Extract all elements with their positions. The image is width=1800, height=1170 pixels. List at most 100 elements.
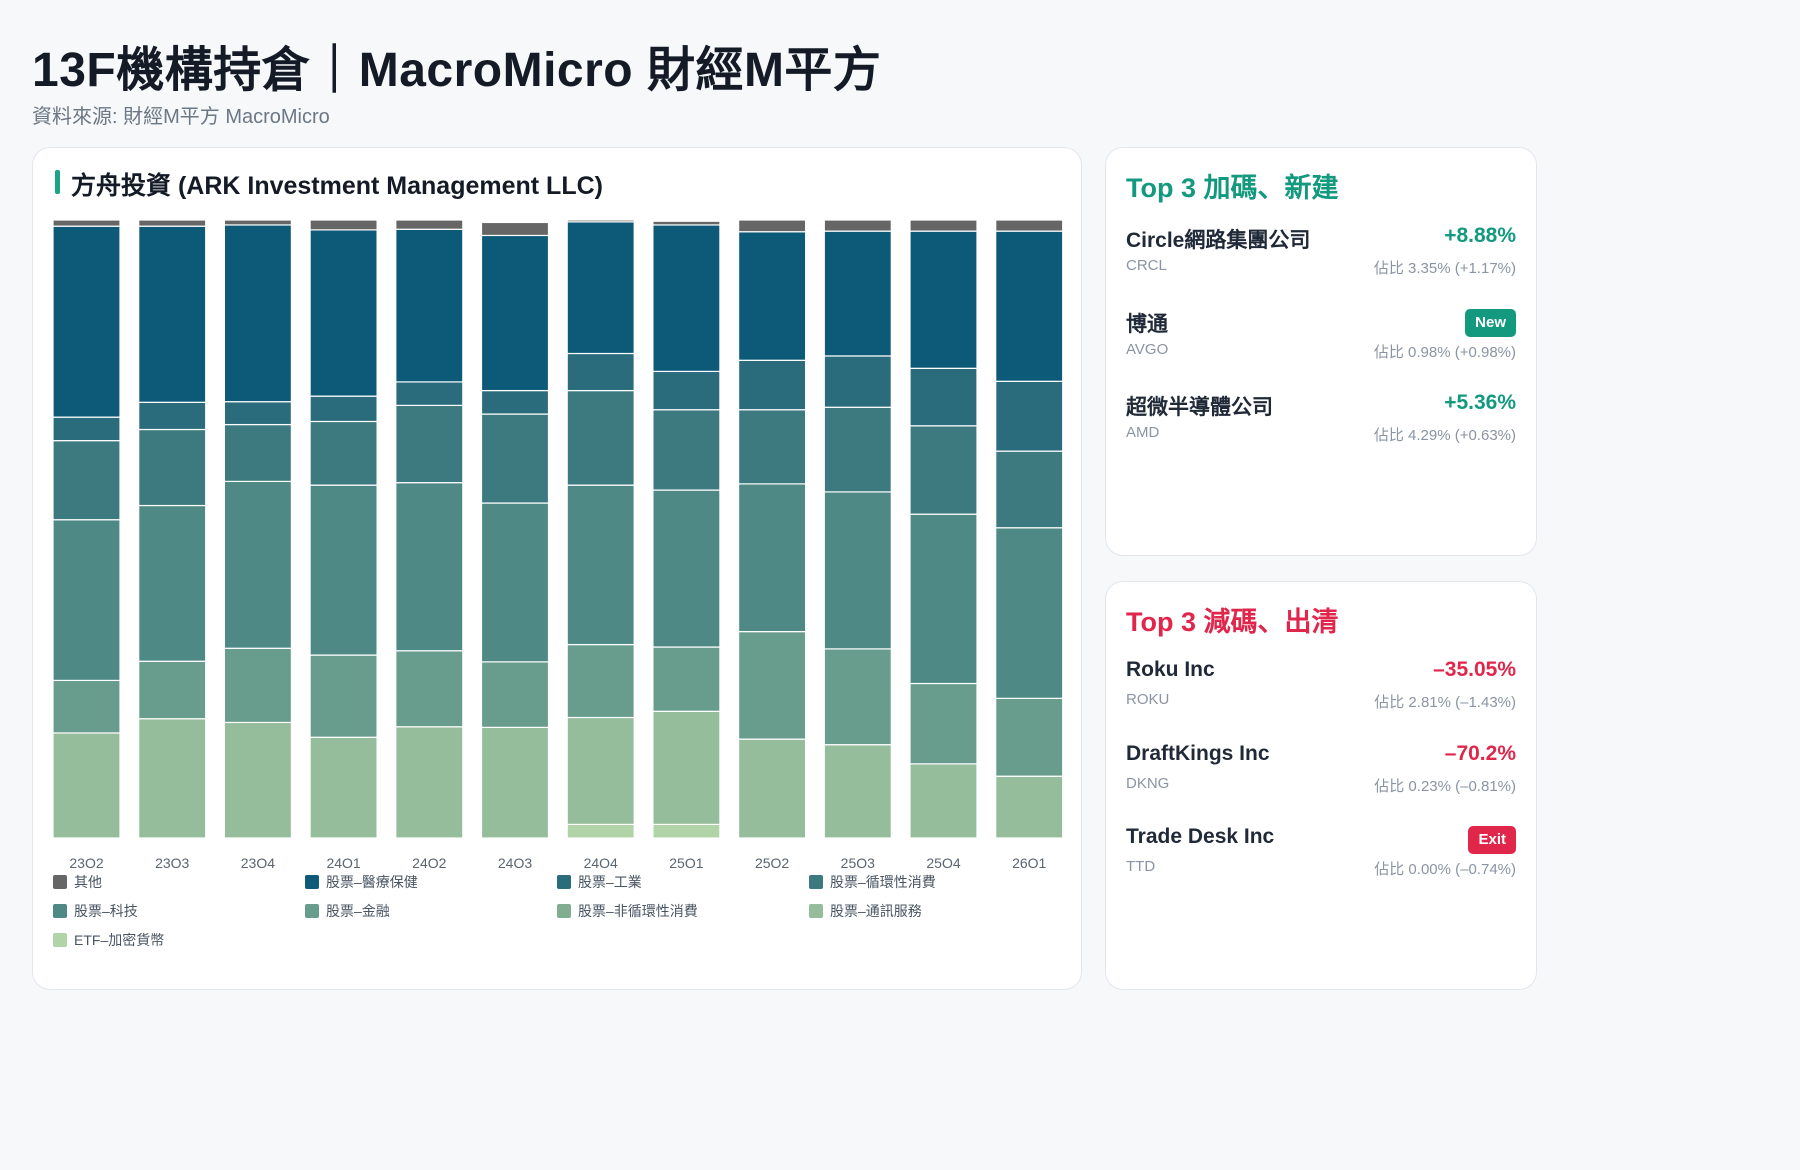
mover-row[interactable]: Roku Inc ROKU –35.05% 佔比 2.81% (–1.43%) bbox=[1126, 658, 1516, 742]
bar-segment[interactable] bbox=[395, 726, 464, 839]
bar-segment[interactable] bbox=[223, 219, 292, 226]
bar-segment[interactable] bbox=[138, 718, 207, 839]
bar-segment[interactable] bbox=[995, 450, 1064, 529]
bar-segment[interactable] bbox=[566, 389, 635, 486]
bar-segment[interactable] bbox=[223, 721, 292, 839]
bar-segment[interactable] bbox=[480, 389, 550, 415]
bar-segment[interactable] bbox=[52, 225, 121, 418]
bar-segment[interactable] bbox=[52, 219, 121, 227]
bar-segment[interactable] bbox=[309, 229, 378, 397]
mover-row[interactable]: 超微半導體公司 AMD +5.36% 佔比 4.29% (+0.63%) bbox=[1126, 391, 1516, 475]
bar-segment[interactable] bbox=[995, 697, 1064, 777]
bar-segment[interactable] bbox=[138, 225, 207, 403]
legend-item[interactable]: 股票–工業 bbox=[557, 873, 809, 891]
bar-segment[interactable] bbox=[480, 221, 550, 237]
bar-segment[interactable] bbox=[566, 352, 635, 392]
bar-segment[interactable] bbox=[909, 219, 978, 232]
bar-segment[interactable] bbox=[995, 230, 1064, 382]
bar-segment[interactable] bbox=[652, 409, 721, 491]
bar-segment[interactable] bbox=[395, 650, 464, 728]
legend-item[interactable]: 股票–科技 bbox=[53, 902, 305, 920]
bar-segment[interactable] bbox=[223, 401, 292, 426]
bar-segment[interactable] bbox=[909, 682, 978, 765]
bar-segment[interactable] bbox=[995, 527, 1064, 699]
bar-segment[interactable] bbox=[395, 219, 464, 230]
bar-segment[interactable] bbox=[480, 413, 550, 504]
bar-segment[interactable] bbox=[909, 425, 978, 515]
bar-segment[interactable] bbox=[737, 231, 807, 361]
bar-segment[interactable] bbox=[223, 647, 292, 724]
bar-segment[interactable] bbox=[823, 744, 892, 839]
bar-segment[interactable] bbox=[395, 381, 464, 406]
bar-segment[interactable] bbox=[309, 654, 378, 738]
bar-segment[interactable] bbox=[652, 710, 721, 826]
bar-segment[interactable] bbox=[309, 736, 378, 839]
bar-segment[interactable] bbox=[480, 661, 550, 728]
bar-segment[interactable] bbox=[309, 219, 378, 231]
mover-row[interactable]: 博通 AVGO New 佔比 0.98% (+0.98%) bbox=[1126, 308, 1516, 392]
bar-segment[interactable] bbox=[309, 395, 378, 423]
bar-segment[interactable] bbox=[138, 504, 207, 662]
bar-segment[interactable] bbox=[566, 221, 635, 355]
bar-segment[interactable] bbox=[395, 404, 464, 484]
bar-segment[interactable] bbox=[223, 423, 292, 483]
bar-segment[interactable] bbox=[480, 726, 550, 839]
bar-segment[interactable] bbox=[309, 484, 378, 656]
bar-segment[interactable] bbox=[480, 234, 550, 392]
bar-segment[interactable] bbox=[566, 219, 635, 223]
bar-segment[interactable] bbox=[737, 359, 807, 411]
bar-segment[interactable] bbox=[652, 823, 721, 839]
legend-item[interactable]: 股票–通訊服務 bbox=[809, 902, 1061, 920]
legend-item[interactable]: ETF–加密貨幣 bbox=[53, 931, 305, 949]
legend-item[interactable]: 其他 bbox=[53, 873, 305, 891]
bar-segment[interactable] bbox=[652, 489, 721, 648]
bar-segment[interactable] bbox=[138, 401, 207, 431]
bar-segment[interactable] bbox=[138, 660, 207, 720]
mover-row[interactable]: Circle網路集團公司 CRCL +8.88% 佔比 3.35% (+1.17%) bbox=[1126, 224, 1516, 308]
bar-segment[interactable] bbox=[52, 440, 121, 521]
bar-segment[interactable] bbox=[223, 224, 292, 403]
bar-segment[interactable] bbox=[566, 823, 635, 839]
bar-segment[interactable] bbox=[823, 219, 892, 232]
bar-segment[interactable] bbox=[823, 491, 892, 650]
bar-segment[interactable] bbox=[909, 513, 978, 685]
bar-segment[interactable] bbox=[823, 230, 892, 357]
bar-segment[interactable] bbox=[52, 732, 121, 839]
bar-segment[interactable] bbox=[138, 428, 207, 507]
bar-segment[interactable] bbox=[823, 406, 892, 493]
bar-segment[interactable] bbox=[995, 775, 1064, 839]
bar-segment[interactable] bbox=[652, 224, 721, 373]
bar-segment[interactable] bbox=[995, 380, 1064, 452]
bar-segment[interactable] bbox=[52, 519, 121, 682]
bar-segment[interactable] bbox=[737, 409, 807, 485]
bar-segment[interactable] bbox=[737, 630, 807, 740]
bar-segment[interactable] bbox=[909, 367, 978, 427]
bar-segment[interactable] bbox=[138, 219, 207, 227]
bar-segment[interactable] bbox=[909, 763, 978, 839]
bar-segment[interactable] bbox=[223, 480, 292, 649]
bar-segment[interactable] bbox=[309, 420, 378, 486]
bar-segment[interactable] bbox=[909, 230, 978, 369]
bar-segment[interactable] bbox=[737, 738, 807, 839]
bar-segment[interactable] bbox=[823, 648, 892, 746]
bar-segment[interactable] bbox=[737, 219, 807, 233]
legend-item[interactable]: 股票–醫療保健 bbox=[305, 873, 557, 891]
bar-segment[interactable] bbox=[52, 679, 121, 734]
bar-segment[interactable] bbox=[395, 482, 464, 652]
bar-segment[interactable] bbox=[52, 416, 121, 442]
bar-segment[interactable] bbox=[652, 370, 721, 411]
bar-segment[interactable] bbox=[566, 716, 635, 826]
bar-segment[interactable] bbox=[566, 484, 635, 646]
bar-segment[interactable] bbox=[995, 219, 1064, 232]
bar-segment[interactable] bbox=[652, 646, 721, 712]
bar-segment[interactable] bbox=[566, 643, 635, 719]
legend-item[interactable]: 股票–非循環性消費 bbox=[557, 902, 809, 920]
bar-segment[interactable] bbox=[395, 228, 464, 383]
legend-item[interactable]: 股票–金融 bbox=[305, 902, 557, 920]
mover-row[interactable]: Trade Desk Inc TTD Exit 佔比 0.00% (–0.74%) bbox=[1126, 825, 1516, 909]
bar-segment[interactable] bbox=[737, 483, 807, 633]
bar-segment[interactable] bbox=[480, 502, 550, 663]
legend-item[interactable]: 股票–循環性消費 bbox=[809, 873, 1061, 891]
mover-row[interactable]: DraftKings Inc DKNG –70.2% 佔比 0.23% (–0.81%… bbox=[1126, 742, 1516, 826]
bar-segment[interactable] bbox=[823, 355, 892, 408]
